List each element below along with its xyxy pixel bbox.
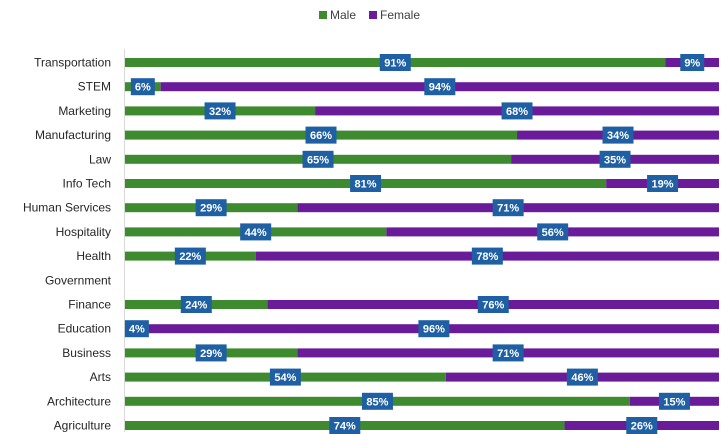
category-label-hospitality: Hospitality <box>56 225 111 239</box>
data-label-female-hospitality: 56% <box>542 227 564 239</box>
data-label-box-male-manufacturing <box>305 126 337 144</box>
category-label-arts: Arts <box>90 370 111 384</box>
data-label-box-male-stem <box>130 78 155 96</box>
data-label-box-male-architecture <box>361 392 393 410</box>
category-label-education: Education <box>58 322 111 336</box>
category-label-stem: STEM <box>78 80 111 94</box>
data-label-male-info-tech: 81% <box>355 179 377 191</box>
data-label-male-stem: 6% <box>135 82 151 94</box>
data-label-male-education: 4% <box>129 324 145 336</box>
data-label-box-female-manufacturing <box>602 126 634 144</box>
data-label-box-male-business <box>195 344 227 362</box>
data-label-box-male-marketing <box>204 102 236 120</box>
category-label-health: Health <box>76 249 111 263</box>
data-label-box-male-education <box>124 320 149 338</box>
data-label-box-female-human-services <box>492 199 524 217</box>
legend-swatch-male <box>319 11 327 19</box>
category-label-business: Business <box>62 346 111 360</box>
legend: Male Female <box>319 8 420 22</box>
data-label-female-stem: 94% <box>429 82 451 94</box>
data-label-box-female-law <box>599 150 631 168</box>
data-label-female-agriculture: 26% <box>631 421 653 433</box>
data-label-female-arts: 46% <box>571 372 593 384</box>
category-label-transportation: Transportation <box>34 56 111 70</box>
data-label-female-manufacturing: 34% <box>607 130 629 142</box>
data-label-female-business: 71% <box>497 348 519 360</box>
data-label-male-business: 29% <box>200 348 222 360</box>
data-label-female-education: 96% <box>423 324 445 336</box>
data-label-box-male-health <box>174 247 206 265</box>
data-label-box-male-finance <box>180 296 212 313</box>
data-label-box-male-hospitality <box>240 223 272 241</box>
legend-label-male: Male <box>330 8 356 22</box>
data-label-box-female-business <box>492 344 524 362</box>
legend-label-female: Female <box>380 8 420 22</box>
data-label-male-finance: 24% <box>185 300 207 312</box>
data-label-male-agriculture: 74% <box>334 421 356 433</box>
data-label-female-law: 35% <box>604 154 626 166</box>
data-label-male-marketing: 32% <box>209 106 231 118</box>
category-label-government: Government <box>45 273 112 287</box>
data-label-box-male-arts <box>269 368 301 386</box>
data-label-male-human-services: 29% <box>200 203 222 215</box>
legend-swatch-female <box>369 11 377 19</box>
category-label-architecture: Architecture <box>47 394 111 408</box>
category-label-marketing: Marketing <box>58 104 111 118</box>
data-label-female-finance: 76% <box>482 300 504 312</box>
data-label-box-female-transportation <box>680 54 705 71</box>
data-label-female-marketing: 68% <box>506 106 528 118</box>
plot-area: Transportation 91% 9% STEM 6% 94% Marketing 32%… <box>23 54 719 434</box>
data-label-male-health: 22% <box>179 251 201 263</box>
data-label-box-female-hospitality <box>537 223 569 241</box>
data-label-female-health: 78% <box>476 251 498 263</box>
data-label-female-transportation: 9% <box>684 58 700 70</box>
category-label-agriculture: Agriculture <box>54 419 112 433</box>
data-label-box-female-agriculture <box>626 417 658 434</box>
data-label-box-female-education <box>418 320 450 338</box>
data-label-box-male-transportation <box>379 54 411 71</box>
data-label-box-male-info-tech <box>350 175 382 192</box>
data-label-box-male-law <box>302 150 334 168</box>
category-label-law: Law <box>89 152 111 166</box>
data-label-male-hospitality: 44% <box>245 227 267 239</box>
data-label-box-female-health <box>471 247 503 265</box>
data-label-female-architecture: 15% <box>663 396 685 408</box>
data-label-box-male-human-services <box>195 199 227 217</box>
category-label-finance: Finance <box>68 298 111 312</box>
data-label-female-human-services: 71% <box>497 203 519 215</box>
data-label-box-female-finance <box>477 296 509 313</box>
data-label-box-female-info-tech <box>647 175 679 192</box>
data-label-box-female-arts <box>566 368 598 386</box>
category-label-manufacturing: Manufacturing <box>35 128 111 142</box>
data-label-male-transportation: 91% <box>384 58 406 70</box>
data-label-male-law: 65% <box>307 154 329 166</box>
category-label-human-services: Human Services <box>23 201 111 215</box>
data-label-male-architecture: 85% <box>366 396 388 408</box>
category-label-info-tech: Info Tech <box>63 177 111 191</box>
data-label-box-female-architecture <box>658 392 690 410</box>
data-label-female-info-tech: 19% <box>652 179 674 191</box>
data-label-male-manufacturing: 66% <box>310 130 332 142</box>
data-label-box-male-agriculture <box>329 417 361 434</box>
data-label-box-female-stem <box>424 78 456 96</box>
data-label-male-arts: 54% <box>274 372 296 384</box>
data-label-box-female-marketing <box>501 102 533 120</box>
